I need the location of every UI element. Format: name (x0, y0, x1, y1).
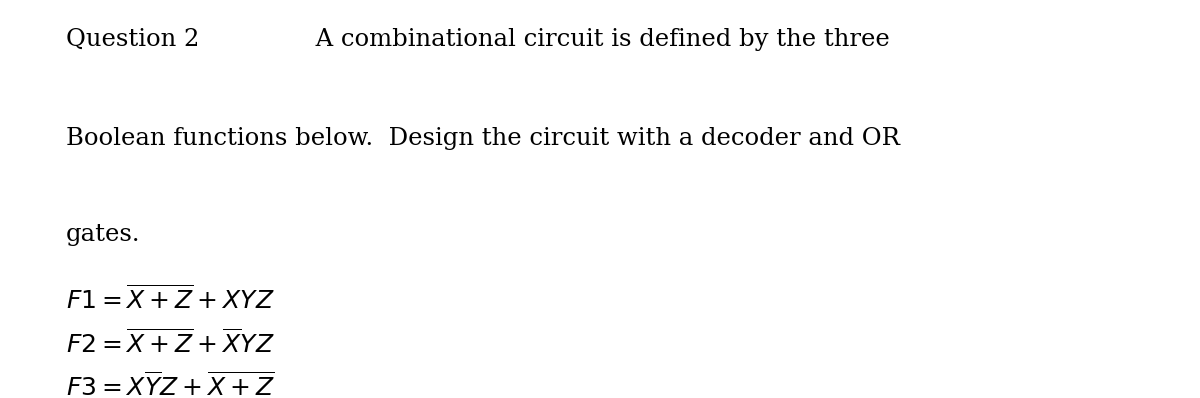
Text: Boolean functions below.  Design the circuit with a decoder and OR: Boolean functions below. Design the circ… (66, 127, 900, 150)
Text: $F2 = \overline{X+Z} + \overline{X}YZ$: $F2 = \overline{X+Z} + \overline{X}YZ$ (66, 328, 275, 357)
Text: $F3 = X\overline{Y}Z + \overline{X+Z}$: $F3 = X\overline{Y}Z + \overline{X+Z}$ (66, 372, 275, 398)
Text: $F1 = \overline{X+Z} + XYZ$: $F1 = \overline{X+Z} + XYZ$ (66, 285, 275, 314)
Text: Question 2               A combinational circuit is defined by the three: Question 2 A combinational circuit is de… (66, 28, 889, 51)
Text: gates.: gates. (66, 223, 140, 246)
